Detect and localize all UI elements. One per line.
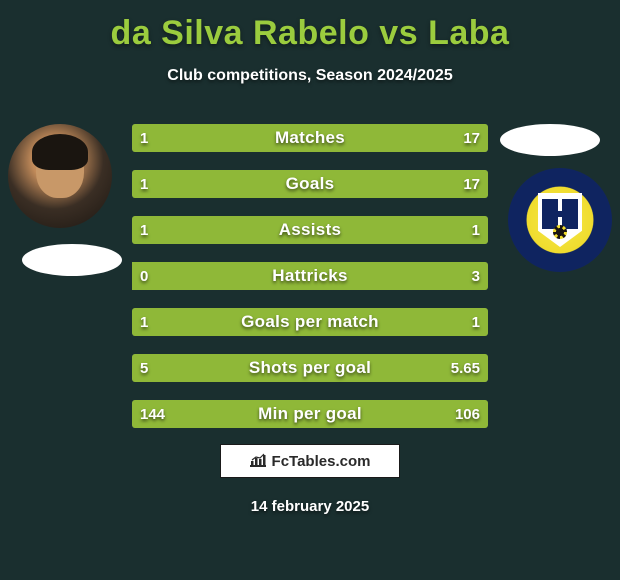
- source-label: FcTables.com: [272, 453, 371, 470]
- stat-row: 11Goals per match: [132, 308, 488, 336]
- player-left-avatar: [8, 124, 112, 228]
- stat-label: Hattricks: [132, 262, 488, 290]
- club-shield-icon: [538, 193, 582, 247]
- chart-icon: [250, 453, 266, 469]
- page-title: da Silva Rabelo vs Laba: [0, 0, 620, 53]
- stat-row: 11Assists: [132, 216, 488, 244]
- subtitle: Club competitions, Season 2024/2025: [0, 67, 620, 85]
- date-label: 14 february 2025: [0, 498, 620, 515]
- stat-label: Shots per goal: [132, 354, 488, 382]
- stat-label: Assists: [132, 216, 488, 244]
- stat-row: 144106Min per goal: [132, 400, 488, 428]
- stat-row: 117Matches: [132, 124, 488, 152]
- player-right-flag: [500, 124, 600, 156]
- stat-row: 117Goals: [132, 170, 488, 198]
- stat-row: 03Hattricks: [132, 262, 488, 290]
- stat-label: Min per goal: [132, 400, 488, 428]
- stat-row: 55.65Shots per goal: [132, 354, 488, 382]
- stat-label: Goals: [132, 170, 488, 198]
- source-badge: FcTables.com: [220, 444, 400, 478]
- player-right-crest: [508, 168, 612, 272]
- comparison-bars: 117Matches 117Goals 11Assists 03Hattricks 11…: [132, 124, 488, 446]
- stat-label: Goals per match: [132, 308, 488, 336]
- player-left-flag: [22, 244, 122, 276]
- stat-label: Matches: [132, 124, 488, 152]
